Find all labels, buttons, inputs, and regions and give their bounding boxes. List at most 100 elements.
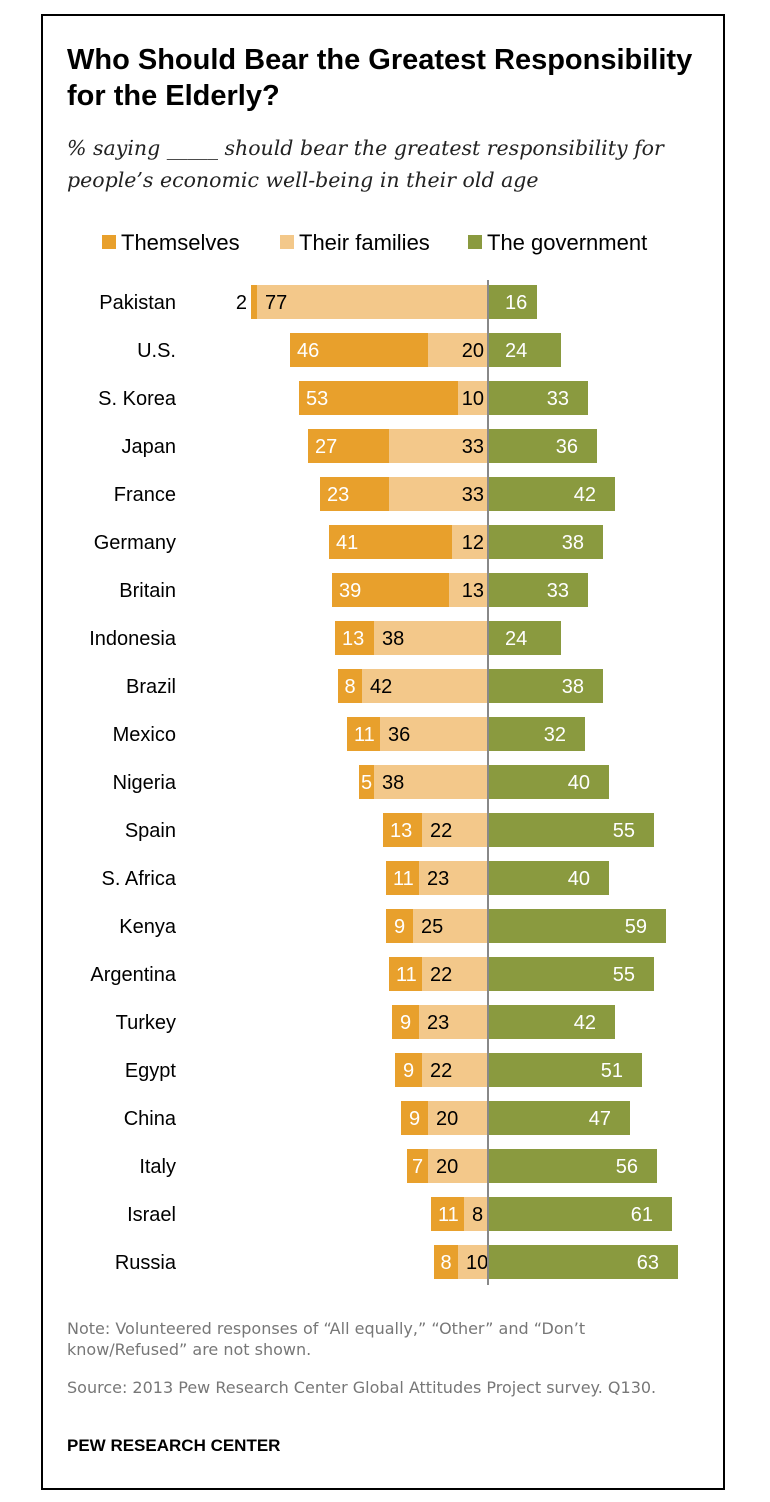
country-label: S. Africa (102, 868, 177, 890)
label-the-government: 42 (574, 1012, 596, 1034)
country-label: Argentina (90, 964, 176, 986)
row-italy: Italy 7 20 56 (139, 1149, 657, 1183)
label-themselves: 27 (315, 436, 337, 458)
label-themselves: 39 (339, 580, 361, 602)
row-kenya: Kenya 9 25 59 (119, 909, 666, 943)
row-indonesia: Indonesia 13 38 24 (89, 621, 561, 655)
label-themselves: 11 (396, 964, 417, 986)
label-the-government: 38 (562, 676, 584, 698)
legend-label-0: Themselves (121, 230, 240, 255)
label-the-government: 33 (547, 388, 569, 410)
label-themselves: 5 (361, 772, 372, 794)
bar-themselves (329, 525, 452, 559)
label-their-families: 20 (436, 1156, 458, 1178)
bar-themselves (431, 1197, 464, 1231)
bar-the-government (489, 1245, 678, 1279)
label-their-families: 38 (382, 628, 404, 650)
row-s-korea: S. Korea 53 10 33 (98, 381, 588, 415)
brand-logo-text: PEW RESEARCH CENTER (67, 1436, 281, 1455)
bar-themselves (335, 621, 374, 655)
bar-their-families (419, 1005, 488, 1039)
bar-themselves (407, 1149, 428, 1183)
bar-themselves (386, 861, 419, 895)
label-their-families: 38 (382, 772, 404, 794)
country-label: Egypt (125, 1060, 177, 1082)
bar-the-government (489, 1053, 642, 1087)
label-themselves: 2 (236, 292, 247, 314)
row-israel: Israel 11 8 61 (127, 1197, 672, 1231)
row-japan: Japan 27 33 36 (122, 429, 597, 463)
bar-the-government (489, 813, 654, 847)
row-spain: Spain 13 22 55 (125, 813, 654, 847)
bar-themselves (290, 333, 428, 367)
country-label: Kenya (119, 916, 177, 938)
row-s-africa: S. Africa 11 23 40 (102, 861, 609, 895)
label-their-families: 13 (462, 580, 484, 602)
bar-their-families (389, 477, 488, 511)
country-label: Japan (122, 436, 177, 458)
label-their-families: 22 (430, 964, 452, 986)
label-the-government: 59 (625, 916, 647, 938)
row-germany: Germany 41 12 38 (94, 525, 603, 559)
country-label: Italy (139, 1156, 176, 1178)
label-themselves: 41 (336, 532, 358, 554)
row-argentina: Argentina 11 22 55 (90, 957, 654, 991)
bar-their-families (389, 429, 488, 463)
bar-the-government (489, 1149, 657, 1183)
label-their-families: 10 (462, 388, 484, 410)
label-their-families: 20 (462, 340, 484, 362)
label-their-families: 22 (430, 1060, 452, 1082)
bar-themselves (332, 573, 449, 607)
chart-note: Note: Volunteered responses of “All equa… (67, 1319, 586, 1359)
label-their-families: 8 (472, 1204, 483, 1226)
bar-the-government (489, 1197, 672, 1231)
row-nigeria: Nigeria 5 38 40 (113, 765, 609, 799)
row-france: France 23 33 42 (114, 477, 615, 511)
label-themselves: 9 (409, 1108, 420, 1130)
label-their-families: 23 (427, 1012, 449, 1034)
label-the-government: 38 (562, 532, 584, 554)
label-themselves: 13 (390, 820, 412, 842)
bar-their-families (362, 669, 488, 703)
country-label: Spain (125, 820, 176, 842)
label-their-families: 36 (388, 724, 410, 746)
bar-the-government (489, 909, 666, 943)
bar-their-families (452, 525, 488, 559)
country-label: Pakistan (99, 292, 176, 314)
country-label: France (114, 484, 176, 506)
bar-the-government (489, 333, 561, 367)
legend-swatch-1 (280, 235, 294, 249)
country-label: U.S. (137, 340, 176, 362)
bar-the-government (489, 477, 615, 511)
bar-the-government (489, 429, 597, 463)
bar-themselves (359, 765, 374, 799)
bar-their-families (428, 1101, 488, 1135)
label-the-government: 40 (568, 868, 590, 890)
country-label: Germany (94, 532, 176, 554)
label-themselves: 11 (354, 724, 375, 746)
label-themselves: 9 (400, 1012, 411, 1034)
label-the-government: 42 (574, 484, 596, 506)
row-mexico: Mexico 11 36 32 (113, 717, 585, 751)
bar-the-government (489, 861, 609, 895)
legend-swatch-2 (468, 235, 482, 249)
label-the-government: 47 (589, 1108, 611, 1130)
legend-label-1: Their families (299, 230, 430, 255)
bar-their-families (413, 909, 488, 943)
bar-themselves (401, 1101, 428, 1135)
label-themselves: 8 (440, 1252, 451, 1274)
row-russia: Russia 8 10 63 (115, 1245, 678, 1279)
country-label: S. Korea (98, 388, 177, 410)
bar-their-families (449, 573, 488, 607)
bar-their-families (380, 717, 488, 751)
bar-themselves (383, 813, 422, 847)
label-their-families: 33 (462, 484, 484, 506)
label-the-government: 56 (616, 1156, 638, 1178)
label-the-government: 55 (613, 964, 635, 986)
legend: Themselves Their families The government (102, 230, 647, 255)
label-the-government: 16 (505, 292, 527, 314)
bar-the-government (489, 381, 588, 415)
label-the-government: 24 (505, 628, 527, 650)
bar-themselves (434, 1245, 458, 1279)
bar-themselves (320, 477, 389, 511)
